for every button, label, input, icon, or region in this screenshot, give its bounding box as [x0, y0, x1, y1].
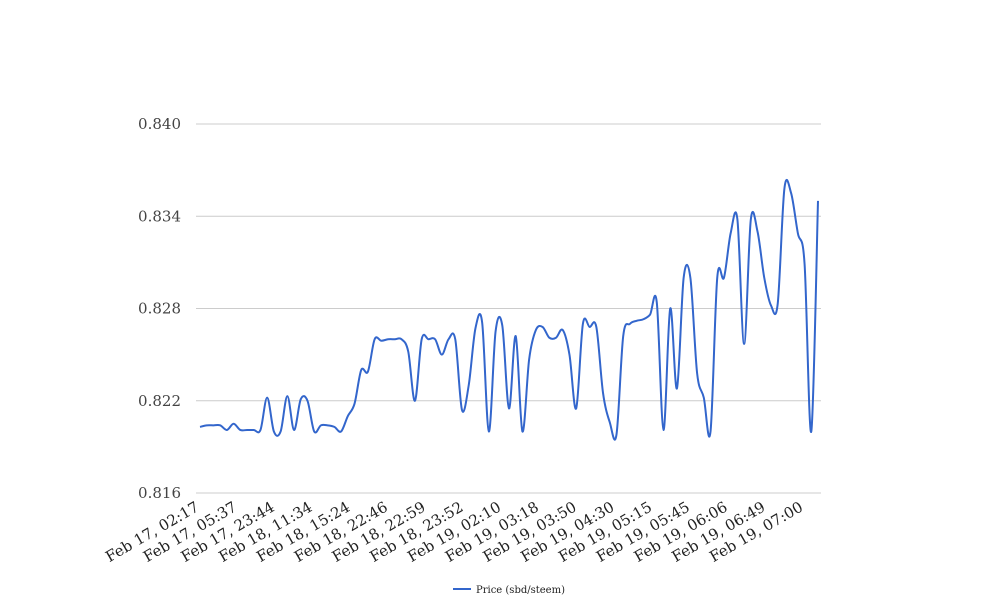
y-tick-label: 0.816 — [138, 484, 181, 502]
legend-label: Price (sbd/steem) — [476, 585, 565, 596]
legend: Price (sbd/steem) — [453, 585, 565, 596]
grid-lines — [196, 123, 821, 494]
y-tick-label: 0.828 — [138, 300, 181, 318]
series-line-price — [199, 178, 819, 441]
y-axis-ticks: 0.816 0.822 0.828 0.834 0.840 — [138, 115, 181, 502]
series-layer — [199, 178, 819, 441]
y-tick-label: 0.822 — [138, 392, 181, 410]
y-tick-label: 0.840 — [138, 115, 181, 133]
y-tick-label: 0.834 — [138, 207, 181, 225]
